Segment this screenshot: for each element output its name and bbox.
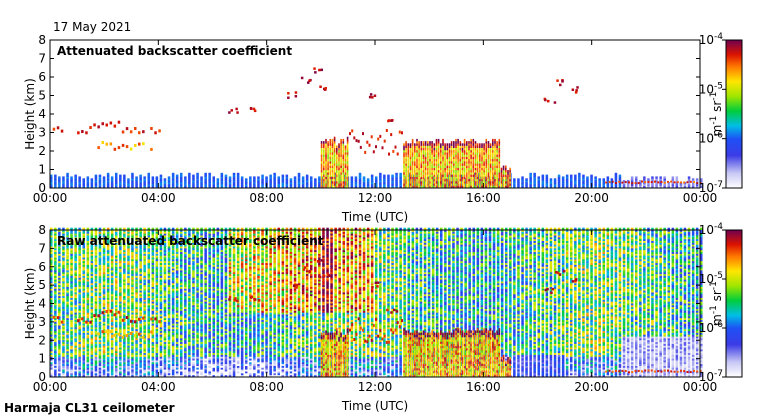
x-tick-label: 04:00	[141, 380, 176, 394]
y-tick-label: 7	[38, 52, 46, 66]
x-axis-label: Time (UTC)	[341, 399, 408, 413]
y-tick-label: 8	[38, 33, 46, 47]
y-tick-label: 4	[38, 107, 46, 121]
y-tick-label: 1	[38, 163, 46, 177]
heatmap-cells	[50, 228, 703, 377]
x-tick-label: 08:00	[249, 380, 284, 394]
x-tick-label: 08:00	[249, 191, 284, 205]
y-tick-label: 5	[38, 278, 46, 292]
colorbar-tick-label: 10-7	[699, 369, 723, 384]
y-tick-label: 6	[38, 260, 46, 274]
colorbar	[726, 40, 742, 188]
x-tick-label: 12:00	[358, 380, 393, 394]
y-tick-label: 3	[38, 126, 46, 140]
x-tick-label: 00:00	[33, 191, 68, 205]
colorbar	[726, 230, 742, 377]
x-tick-label: 12:00	[358, 191, 393, 205]
x-tick-label: 16:00	[466, 191, 501, 205]
x-tick-label: 04:00	[141, 191, 176, 205]
x-tick-label: 00:00	[33, 380, 68, 394]
y-tick-label: 6	[38, 70, 46, 84]
x-tick-label: 16:00	[466, 380, 501, 394]
y-tick-label: 3	[38, 315, 46, 329]
y-tick-label: 2	[38, 144, 46, 158]
y-axis-label: Height (km)	[23, 268, 37, 339]
y-tick-label: 8	[38, 223, 46, 237]
y-tick-label: 7	[38, 241, 46, 255]
x-tick-label: 20:00	[574, 191, 609, 205]
colorbar-tick-label: 10-7	[699, 180, 723, 195]
y-tick-label: 2	[38, 333, 46, 347]
colorbar-unit-label: m-1 sr-1	[709, 92, 724, 137]
colorbar-unit-label: m-1 sr-1	[709, 281, 724, 326]
colorbar-tick-label: 10-4	[699, 222, 724, 237]
colorbar-tick-label: 10-4	[699, 32, 724, 47]
y-tick-label: 4	[38, 297, 46, 311]
panel-title: Raw attenuated backscatter coefficient	[57, 234, 324, 248]
x-axis-label: Time (UTC)	[341, 210, 408, 224]
y-tick-label: 1	[38, 352, 46, 366]
y-axis-label: Height (km)	[23, 78, 37, 149]
panel-title: Attenuated backscatter coefficient	[57, 44, 292, 58]
y-tick-label: 5	[38, 89, 46, 103]
x-tick-label: 20:00	[574, 380, 609, 394]
